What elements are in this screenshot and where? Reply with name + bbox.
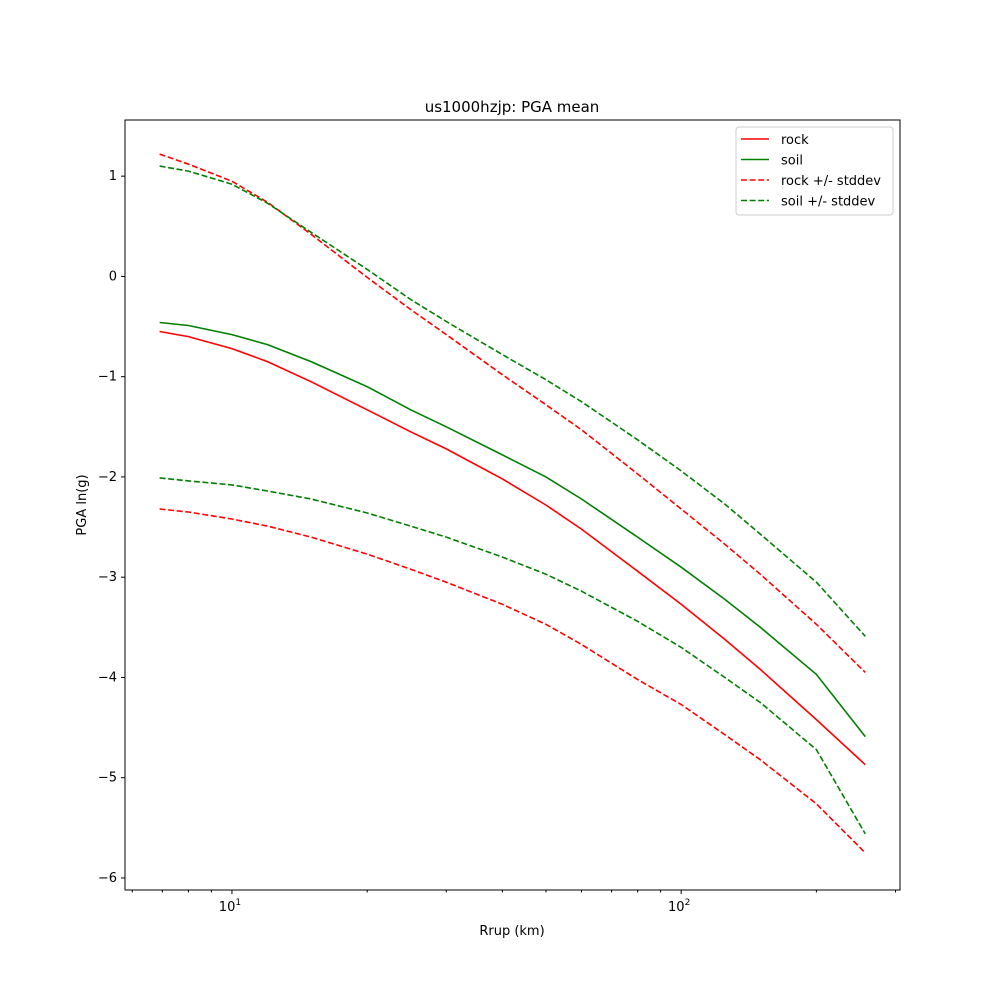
- series-line-soil-stddev: [159, 165, 866, 637]
- chart-title: us1000hzjp: PGA mean: [425, 98, 600, 116]
- y-tick-label: −1: [98, 370, 117, 385]
- x-tick-label: 101: [219, 898, 241, 915]
- series-line-rock-stddev: [159, 153, 866, 673]
- legend-box: [735, 126, 894, 216]
- legend-label: soil +/- stddev: [781, 195, 876, 210]
- series-line-soil-stddev-lower: [159, 477, 866, 835]
- y-tick-label: −3: [98, 570, 117, 585]
- y-tick-label: −6: [98, 871, 117, 886]
- legend-label: rock +/- stddev: [781, 174, 881, 189]
- y-tick-label: 1: [109, 169, 117, 184]
- y-tick-label: −4: [98, 670, 117, 685]
- series-line-rock: [159, 330, 866, 766]
- y-tick-label: −2: [98, 470, 117, 485]
- series-line-soil: [159, 321, 866, 738]
- series-line-rock-stddev-lower: [159, 508, 866, 854]
- legend-label: soil: [781, 154, 803, 169]
- plot-area-frame: [124, 119, 901, 891]
- y-tick-label: −5: [98, 771, 117, 786]
- x-axis-label: Rrup (km): [479, 924, 544, 939]
- x-tick-label: 102: [668, 898, 690, 915]
- legend: rock soil rock +/- stddev soil +/- stddev: [735, 126, 894, 216]
- y-axis-label: PGA ln(g): [75, 474, 90, 535]
- legend-label: rock: [781, 133, 809, 148]
- y-tick-label: 0: [109, 269, 117, 284]
